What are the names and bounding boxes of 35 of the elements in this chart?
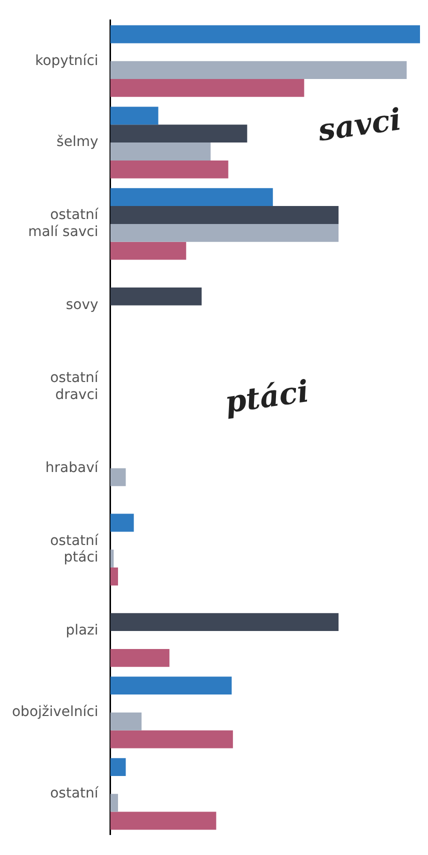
y-tick-label: ostatní dravci (50, 370, 100, 403)
bar (110, 124, 248, 143)
bar (110, 61, 407, 80)
bar (110, 25, 420, 44)
bar (110, 812, 216, 830)
y-tick-label: šelmy (56, 134, 98, 150)
annotation: savci (316, 102, 404, 149)
bar (110, 568, 118, 586)
y-tick-label: hrabaví (45, 460, 100, 476)
bar (110, 242, 186, 260)
bar (110, 613, 339, 632)
y-tick-label: plazi (66, 622, 98, 639)
y-tick-label: ostatní malí savci (28, 207, 100, 240)
bar (110, 676, 232, 695)
bar (110, 730, 233, 748)
bar (110, 712, 142, 730)
bar (110, 794, 118, 812)
y-tick-label: obojživelníci (12, 704, 98, 720)
y-tick-label: kopytníci (35, 52, 98, 69)
bar (110, 468, 126, 486)
bar (110, 514, 134, 532)
y-tick-label: sovy (66, 297, 98, 314)
annotation: ptáci (222, 374, 311, 421)
bar (110, 188, 273, 206)
bar (110, 142, 211, 160)
bar (110, 160, 228, 178)
bar (110, 648, 170, 667)
bar (110, 287, 202, 306)
y-tick-label: ostatní ptáci (50, 532, 100, 566)
bar (110, 758, 126, 776)
bar (110, 206, 339, 224)
bar (110, 224, 339, 242)
bar (110, 106, 158, 125)
bar (110, 79, 304, 97)
y-tick-label: ostatní (50, 786, 100, 802)
